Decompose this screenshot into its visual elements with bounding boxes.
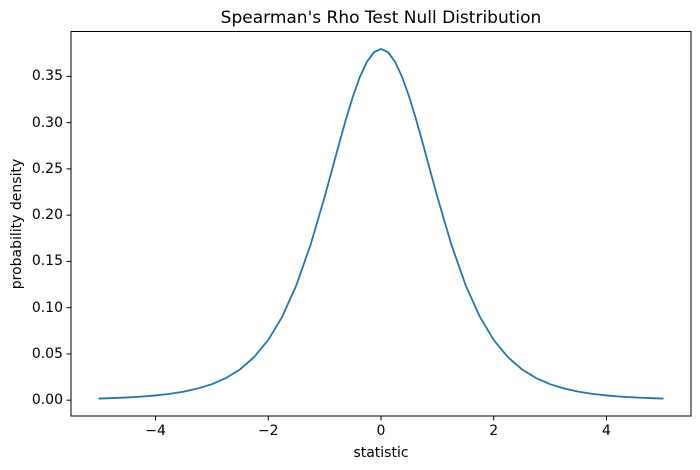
x-tick-label: −2 <box>257 423 279 439</box>
x-tick-label: −4 <box>145 423 166 439</box>
x-tick-label: 2 <box>489 423 499 439</box>
x-tick-label: 0 <box>376 423 386 439</box>
x-axis-label: statistic <box>353 445 409 461</box>
x-tick-label: 4 <box>601 423 611 439</box>
y-tick-label: 0.00 <box>31 392 63 409</box>
y-tick-label: 0.35 <box>31 68 63 85</box>
y-tick-label: 0.20 <box>31 207 63 224</box>
axes-frame <box>70 31 692 417</box>
y-tick-label: 0.10 <box>31 299 63 316</box>
density-curve <box>98 48 664 400</box>
y-axis-label: probability density <box>9 158 25 290</box>
y-tick-label: 0.05 <box>31 345 63 362</box>
y-tick-label: 0.30 <box>31 114 63 131</box>
chart-title: Spearman's Rho Test Null Distribution <box>220 8 542 28</box>
y-tick-label: 0.15 <box>31 253 63 270</box>
y-tick-label: 0.25 <box>31 160 63 177</box>
